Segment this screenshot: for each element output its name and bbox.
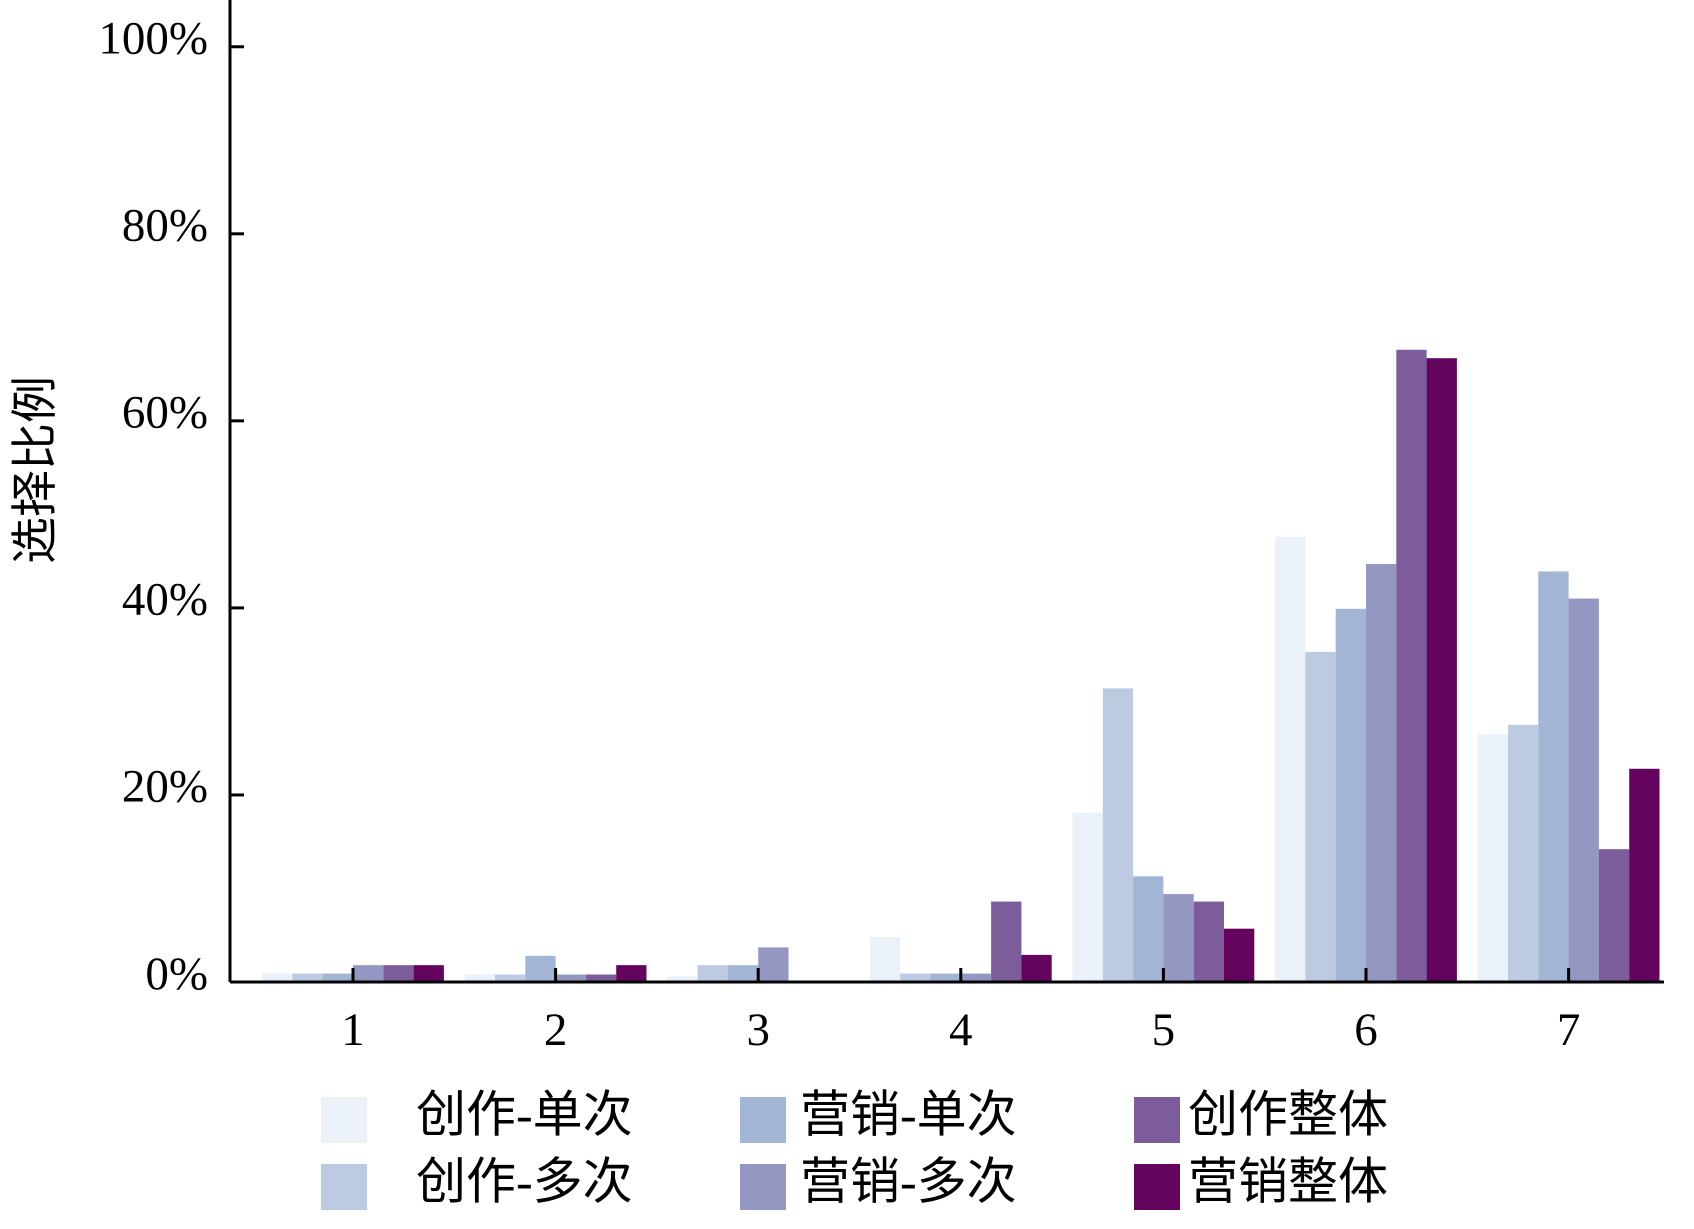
legend-swatch <box>321 1097 367 1143</box>
bar <box>1072 812 1103 982</box>
legend-label: 创作整体 <box>1188 1086 1388 1142</box>
y-tick-label: 20% <box>122 761 208 813</box>
bar <box>1335 608 1366 982</box>
y-tick-label: 0% <box>145 948 208 1000</box>
x-tick-label: 5 <box>1152 1004 1176 1056</box>
bar <box>1477 734 1508 982</box>
legend-label: 创作-多次 <box>416 1153 633 1209</box>
bar <box>727 965 759 982</box>
y-tick-label: 80% <box>122 200 208 252</box>
bar <box>667 976 698 982</box>
legend-label: 营销-单次 <box>800 1086 1017 1142</box>
bar <box>758 947 789 982</box>
bar <box>555 974 586 982</box>
bar <box>525 955 556 982</box>
bar <box>413 965 444 982</box>
legend-label: 创作-单次 <box>416 1086 633 1142</box>
legend-label: 营销整体 <box>1188 1153 1388 1209</box>
legend-swatch <box>740 1097 786 1143</box>
bar <box>1021 954 1052 982</box>
bar <box>1598 849 1630 982</box>
x-tick-label: 1 <box>341 1004 365 1056</box>
bar <box>322 973 353 982</box>
bar <box>292 973 323 982</box>
y-tick-label: 40% <box>122 574 208 626</box>
bar <box>464 974 495 982</box>
x-tick-label: 7 <box>1557 1004 1581 1056</box>
bar <box>353 965 384 982</box>
x-tick-label: 2 <box>544 1004 568 1056</box>
bar <box>1396 349 1427 982</box>
bar <box>1193 901 1224 982</box>
bar <box>262 973 293 982</box>
x-tick-label: 3 <box>746 1004 770 1056</box>
bar <box>1366 563 1397 982</box>
bar <box>1538 571 1569 982</box>
bar <box>869 937 901 982</box>
bar <box>495 974 526 982</box>
legend-label: 营销-多次 <box>800 1153 1017 1209</box>
bar <box>1568 598 1599 982</box>
bar <box>1102 688 1134 982</box>
bar <box>1163 894 1194 982</box>
y-tick-label: 100% <box>98 13 208 65</box>
bar <box>1508 724 1539 982</box>
bar <box>1305 651 1336 982</box>
bar <box>383 965 414 982</box>
bar <box>1224 928 1255 982</box>
x-tick-label: 6 <box>1354 1004 1378 1056</box>
bar <box>900 973 931 982</box>
bar <box>1275 536 1306 982</box>
x-tick-label: 4 <box>949 1004 973 1056</box>
bar <box>1629 768 1660 982</box>
bar <box>585 974 617 982</box>
bar <box>616 965 647 982</box>
y-tick-label: 60% <box>122 387 208 439</box>
bar <box>1426 358 1457 983</box>
bar <box>960 973 992 982</box>
bar <box>1133 876 1164 982</box>
bar <box>991 901 1022 982</box>
legend-swatch <box>740 1164 786 1210</box>
y-axis-label: 选择比例 <box>10 376 62 564</box>
legend-swatch <box>1134 1164 1180 1210</box>
legend-swatch <box>321 1164 367 1210</box>
legend-swatch <box>1134 1097 1180 1143</box>
bar <box>697 965 728 982</box>
bar <box>930 973 961 982</box>
